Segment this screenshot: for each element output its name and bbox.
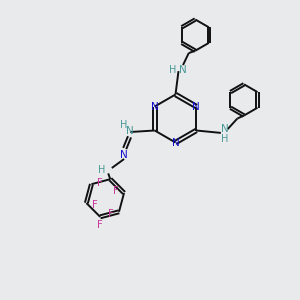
Text: N: N	[151, 101, 159, 112]
Text: N: N	[179, 64, 187, 75]
Text: F: F	[92, 200, 98, 210]
Text: N: N	[126, 126, 134, 136]
Text: N: N	[172, 137, 179, 148]
Text: F: F	[97, 220, 103, 230]
Text: N: N	[120, 149, 128, 160]
Text: N: N	[192, 101, 200, 112]
Text: N: N	[221, 124, 229, 134]
Text: F: F	[113, 187, 118, 196]
Text: F: F	[97, 178, 103, 188]
Text: H: H	[221, 134, 229, 145]
Text: H: H	[98, 165, 105, 175]
Text: F: F	[108, 209, 113, 219]
Text: H: H	[120, 120, 127, 130]
Text: H: H	[169, 64, 176, 75]
